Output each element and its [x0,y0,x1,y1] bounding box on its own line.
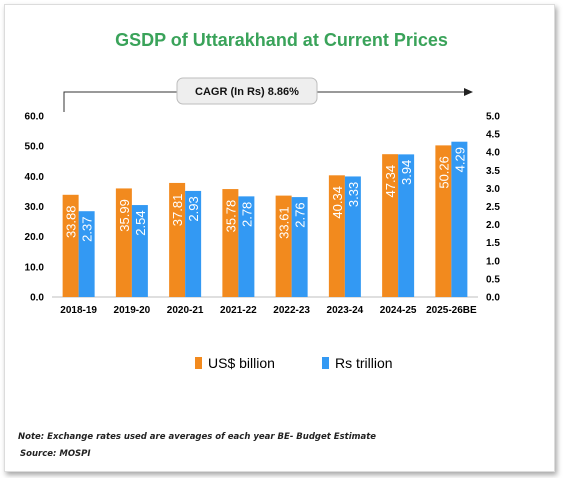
data-label-usd: 37.81 [170,194,185,227]
data-label-usd: 33.88 [64,206,79,239]
x-tick-label: 2022-23 [273,305,310,316]
data-label-usd: 35.78 [223,200,238,233]
bar-usd-billion [169,182,186,297]
bar-usd-billion [382,154,399,297]
y-right-tick-label: 4.0 [486,148,500,159]
data-label-rs: 2.54 [133,210,148,235]
data-label-usd: 35.99 [117,199,132,232]
data-label-rs: 2.76 [293,202,308,227]
bar-rs-trillion [344,176,361,297]
bar-usd-billion [328,175,345,297]
bar-usd-billion [62,194,79,297]
bar-rs-trillion [451,141,468,297]
data-label-rs: 3.94 [399,160,414,185]
exchange-rate-note: Note: Exchange rates used are averages o… [18,432,377,442]
x-tick-label: 2018-19 [60,305,97,316]
y-right-tick-label: 4.5 [486,130,500,141]
x-tick-label: 2019-20 [114,305,151,316]
y-left-tick-label: 20.0 [25,232,45,243]
y-right-tick-label: 2.0 [486,220,500,231]
bar-usd-billion [275,195,292,297]
x-tick-label: 2024-25 [380,305,417,316]
data-label-usd: 40.34 [330,186,345,219]
y-right-tick-label: 0.0 [486,293,500,304]
data-label-usd: 50.26 [436,156,451,189]
chart-title: GSDP of Uttarakhand at Current Prices [115,30,448,50]
legend-swatch-rs [322,357,329,369]
y-left-tick-label: 40.0 [25,172,45,183]
bar-rs-trillion [238,196,255,297]
data-label-rs: 2.37 [80,217,95,242]
y-left-tick-label: 10.0 [25,262,45,273]
y-left-tick-label: 50.0 [25,142,45,153]
bar-usd-billion [435,145,452,297]
x-tick-label: 2025-26BE [426,305,477,316]
bar-rs-trillion [185,190,202,297]
y-right-tick-label: 2.5 [486,202,500,213]
data-label-usd: 47.34 [383,165,398,198]
data-label-rs: 4.29 [452,147,467,172]
y-right-tick-label: 3.0 [486,184,500,195]
legend-label-usd: US$ billion [208,355,275,371]
bar-rs-trillion [131,205,148,297]
source-note: Source: MOSPI [20,449,91,459]
bar-rs-trillion [78,211,95,297]
x-tick-label: 2023-24 [327,305,364,316]
legend-label-rs: Rs trillion [335,355,393,371]
cagr-arrow-head [464,88,473,96]
y-left-tick-label: 0.0 [30,293,44,304]
cagr-box [176,77,318,105]
y-left-tick-label: 60.0 [25,112,45,123]
data-label-rs: 2.78 [239,202,254,227]
data-label-rs: 2.93 [186,196,201,221]
data-label-rs: 3.33 [346,182,361,207]
cagr-arrow-line [63,91,465,112]
bar-usd-billion [222,189,239,297]
data-label-usd: 33.61 [277,206,292,239]
legend-item-usd: US$ billion [195,355,275,371]
bar-rs-trillion [398,154,415,297]
y-left-tick-label: 30.0 [25,202,45,213]
legend-item-rs: Rs trillion [322,355,393,371]
y-right-tick-label: 1.0 [486,256,500,267]
y-right-tick-label: 1.5 [486,238,500,249]
y-right-tick-label: 0.5 [486,274,500,285]
y-right-tick-label: 3.5 [486,166,500,177]
legend-swatch-usd [195,357,202,369]
cagr-label: CAGR (In Rs) 8.86% [195,86,299,98]
y-right-tick-label: 5.0 [486,112,500,123]
bar-rs-trillion [291,197,308,297]
x-tick-label: 2020-21 [167,305,204,316]
x-tick-label: 2021-22 [220,305,257,316]
bar-usd-billion [115,188,132,297]
